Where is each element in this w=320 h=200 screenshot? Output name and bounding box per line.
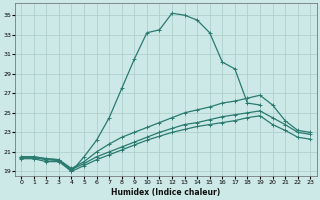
X-axis label: Humidex (Indice chaleur): Humidex (Indice chaleur) <box>111 188 220 197</box>
